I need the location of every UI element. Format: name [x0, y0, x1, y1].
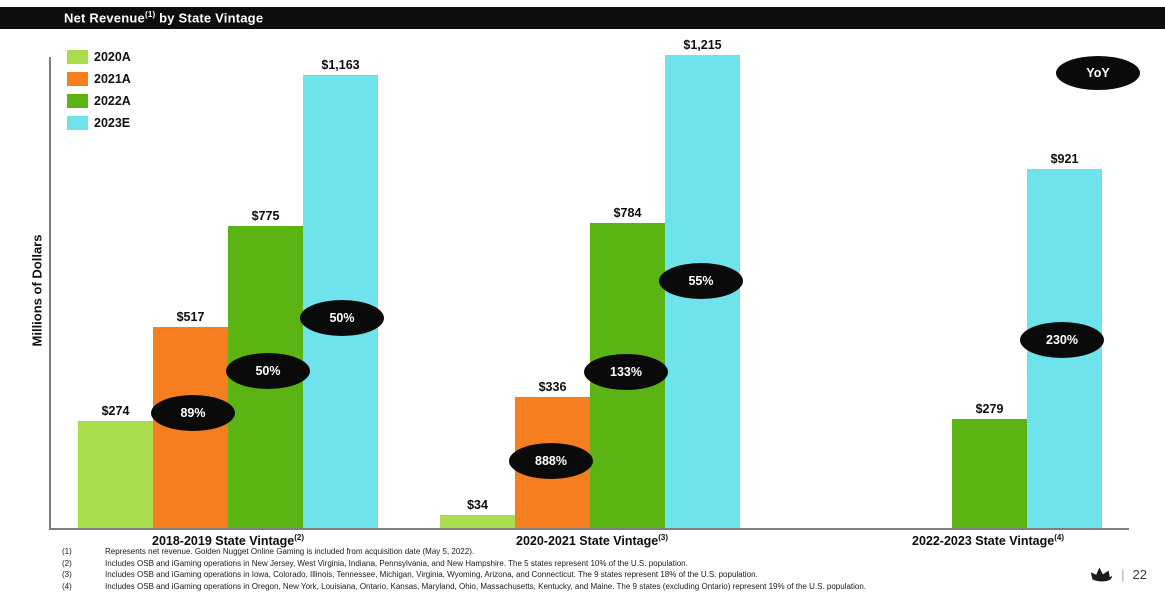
- bar-value-label: $775: [251, 209, 280, 223]
- footnote-text: Includes OSB and iGaming operations in I…: [105, 570, 758, 580]
- legend-item-2020a: 2020A: [67, 46, 131, 68]
- x-axis-group-label: 2022-2023 State Vintage(4): [912, 533, 1064, 549]
- legend-swatch-2021a: [67, 72, 88, 86]
- page-title-rest: by State Vintage: [155, 10, 264, 26]
- legend-label: 2021A: [94, 72, 131, 86]
- legend-swatch-2022a: [67, 94, 88, 108]
- page-title-main: Net Revenue: [64, 10, 145, 26]
- legend-item-2022a: 2022A: [67, 90, 131, 112]
- bar-2020a-group2: [440, 515, 515, 528]
- legend-label: 2023E: [94, 116, 131, 130]
- x-axis-group-label: 2020-2021 State Vintage(3): [516, 533, 668, 549]
- footnote-number: (2): [62, 558, 72, 568]
- footnote-number: (1): [62, 547, 72, 556]
- yoy-callout: 55%: [659, 263, 743, 299]
- footer-divider: |: [1121, 567, 1125, 582]
- page-footer: | 22: [1089, 566, 1147, 583]
- yoy-callout: 50%: [226, 353, 310, 389]
- footnotes: (1) Represents net revenue. Golden Nugge…: [62, 546, 1062, 592]
- bar-value-label: $336: [538, 380, 567, 394]
- bar-value-label: $1,163: [321, 58, 360, 72]
- yoy-callout: 50%: [300, 300, 384, 336]
- yoy-callout: 89%: [151, 395, 235, 431]
- yoy-callout: 230%: [1020, 322, 1104, 358]
- legend-swatch-2020a: [67, 50, 88, 64]
- x-axis-group-label: 2018-2019 State Vintage(2): [152, 533, 304, 549]
- footnote-text: Represents net revenue. Golden Nugget On…: [105, 547, 475, 556]
- bar-value-label: $34: [467, 498, 488, 512]
- footnote-3: (3) Includes OSB and iGaming operations …: [62, 569, 1062, 581]
- bar-value-label: $517: [176, 310, 205, 324]
- footnote-1: (1) Represents net revenue. Golden Nugge…: [62, 546, 1062, 558]
- bar-value-label: $279: [975, 402, 1004, 416]
- yoy-callout: 133%: [584, 354, 668, 390]
- bar-2020a-group1: [78, 421, 153, 528]
- footnote-text: Includes OSB and iGaming operations in N…: [105, 558, 688, 568]
- yoy-legend-badge: YoY: [1056, 56, 1140, 90]
- bar-2022a-group3: [952, 419, 1027, 528]
- footnote-number: (4): [62, 581, 72, 591]
- legend-swatch-2023e: [67, 116, 88, 130]
- chart-legend: 2020A 2021A 2022A 2023E: [67, 46, 131, 134]
- bar-value-label: $784: [613, 206, 642, 220]
- title-bar: Net Revenue(1) by State Vintage: [0, 7, 1165, 29]
- crown-icon: [1089, 566, 1113, 583]
- page-title-footnote-ref: (1): [144, 10, 156, 20]
- legend-label: 2022A: [94, 94, 131, 108]
- y-axis-line: [49, 57, 51, 528]
- yoy-callout: 888%: [509, 443, 593, 479]
- footnote-text: Includes OSB and iGaming operations in O…: [105, 581, 867, 591]
- x-axis-line: [49, 528, 1129, 530]
- footnote-4: (4) Includes OSB and iGaming operations …: [62, 581, 1062, 593]
- footnote-number: (3): [62, 570, 72, 580]
- legend-label: 2020A: [94, 50, 131, 64]
- page-number: 22: [1132, 567, 1147, 582]
- bar-value-label: $274: [101, 404, 130, 418]
- footnote-2: (2) Includes OSB and iGaming operations …: [62, 558, 1062, 570]
- legend-item-2021a: 2021A: [67, 68, 131, 90]
- legend-item-2023e: 2023E: [67, 112, 131, 134]
- bar-value-label: $1,215: [683, 38, 722, 52]
- y-axis-label: Millions of Dollars: [29, 234, 45, 347]
- bar-value-label: $921: [1050, 152, 1079, 166]
- page-title: Net Revenue(1) by State Vintage: [0, 10, 263, 25]
